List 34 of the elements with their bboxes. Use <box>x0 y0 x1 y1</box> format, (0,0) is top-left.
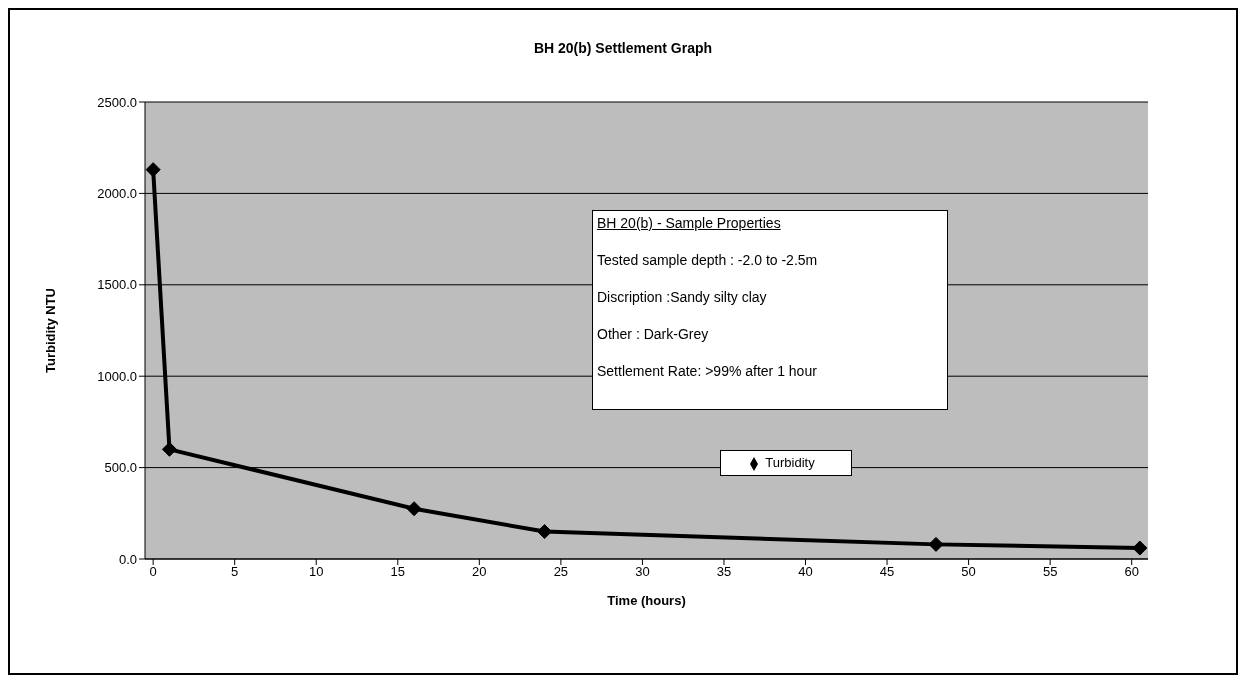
x-tick-label: 50 <box>961 564 976 580</box>
x-axis-title: Time (hours) <box>607 593 686 608</box>
y-tick-label: 2000.0 <box>97 186 137 202</box>
y-tick-label: 500.0 <box>104 460 137 476</box>
legend-label: Turbidity <box>765 455 815 470</box>
x-tick-label: 35 <box>716 564 732 580</box>
point <box>928 536 944 552</box>
annotation: BH 20(b) - Sample Properties <box>597 215 782 232</box>
x-tick-label: 25 <box>553 564 569 580</box>
annotation: Tested sample depth : -2.0 to -2.5m <box>597 252 819 269</box>
x-tick-label: 0 <box>149 564 157 580</box>
point <box>145 162 161 178</box>
x-tick-label: 15 <box>390 564 406 580</box>
x-tick-label: 45 <box>879 564 895 580</box>
x-tick-label: 60 <box>1124 564 1139 580</box>
y-tick-label: 0.0 <box>118 551 137 567</box>
x-tick-label: 10 <box>309 564 324 580</box>
annotation: Settlement Rate: >99% after 1 hour <box>597 363 818 380</box>
x-tick-label: 55 <box>1042 564 1058 580</box>
point <box>406 501 422 517</box>
point <box>1132 540 1148 556</box>
y-tick-label: 1000.0 <box>97 368 137 384</box>
y-tick-label: 2500.0 <box>97 94 137 110</box>
annotation: Discription :Sandy silty clay <box>597 289 768 306</box>
y-tick-label: 1500.0 <box>97 277 137 293</box>
point <box>537 524 553 540</box>
x-tick-label: 20 <box>472 564 487 580</box>
x-tick-label: 5 <box>231 564 239 580</box>
point <box>161 441 177 457</box>
x-tick-label: 30 <box>635 564 650 580</box>
chart-title: BH 20(b) Settlement Graph <box>532 40 714 56</box>
annotation: Other : Dark-Grey <box>597 326 710 343</box>
y-axis-title: Turbidity NTU <box>42 288 58 373</box>
x-tick-label: 40 <box>798 564 813 580</box>
